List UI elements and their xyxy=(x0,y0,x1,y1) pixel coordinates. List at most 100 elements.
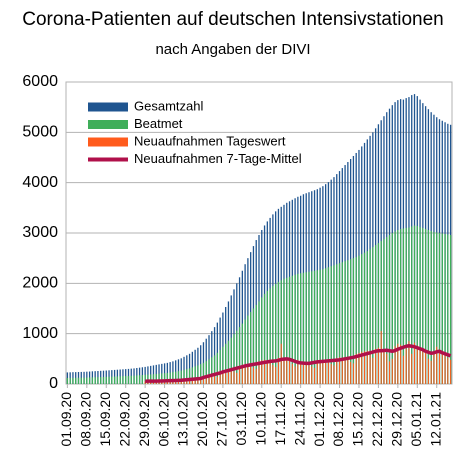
bar xyxy=(425,349,427,384)
bar xyxy=(388,235,391,384)
bar xyxy=(161,373,163,384)
bar xyxy=(308,364,310,384)
bar xyxy=(350,361,352,384)
bar xyxy=(438,233,441,384)
bar xyxy=(300,273,302,384)
bar xyxy=(349,259,352,384)
bar xyxy=(83,377,85,384)
bar xyxy=(239,366,241,384)
bar xyxy=(291,275,293,384)
bar xyxy=(283,278,285,384)
bar xyxy=(277,357,279,384)
bar xyxy=(330,363,332,384)
bar xyxy=(200,377,202,384)
bar xyxy=(230,337,232,384)
bar xyxy=(258,361,260,384)
bar xyxy=(247,315,249,384)
bar xyxy=(244,363,246,384)
bar xyxy=(302,272,305,384)
legend-swatch xyxy=(88,102,128,112)
bar xyxy=(264,359,266,384)
bar xyxy=(297,359,299,384)
bar xyxy=(411,226,413,384)
bar xyxy=(355,353,357,384)
bar xyxy=(447,234,449,384)
bar xyxy=(288,276,291,384)
bar xyxy=(236,372,238,384)
bar xyxy=(233,334,235,384)
bar xyxy=(280,280,282,384)
bar xyxy=(227,340,230,384)
bar xyxy=(422,348,424,384)
bar xyxy=(244,319,246,384)
bar xyxy=(344,261,346,384)
bar xyxy=(211,374,213,384)
bar xyxy=(405,227,407,384)
bar xyxy=(374,245,377,384)
bar xyxy=(450,359,452,384)
bar xyxy=(322,269,324,384)
bar xyxy=(411,353,413,384)
bar xyxy=(391,233,393,384)
y-tick-label: 1000 xyxy=(22,325,58,342)
bar xyxy=(405,348,407,384)
bar xyxy=(300,362,302,384)
bar xyxy=(222,370,224,384)
bar xyxy=(275,366,277,384)
bar xyxy=(269,361,271,384)
bar xyxy=(408,227,410,384)
bar xyxy=(305,272,307,384)
chart-title: Corona-Patienten auf deutschen Intensivs… xyxy=(22,9,443,30)
bar xyxy=(352,258,355,384)
bar xyxy=(280,343,282,384)
y-tick-label: 0 xyxy=(49,375,58,392)
bar xyxy=(86,377,88,384)
bar xyxy=(316,270,318,384)
bar xyxy=(197,379,199,384)
bar xyxy=(241,323,243,384)
bar xyxy=(108,376,110,384)
bar xyxy=(222,346,224,384)
x-tick-label: 15.09.20 xyxy=(97,392,113,447)
bar xyxy=(424,228,427,384)
bar xyxy=(180,370,182,384)
bar xyxy=(197,365,199,384)
bar xyxy=(136,375,138,384)
bar xyxy=(397,229,399,384)
bar xyxy=(216,376,218,384)
bar xyxy=(291,363,293,384)
bar xyxy=(286,277,288,384)
bar xyxy=(344,358,346,384)
bar xyxy=(225,343,227,384)
bar xyxy=(141,375,144,384)
bar xyxy=(377,347,379,384)
bar xyxy=(266,290,268,384)
x-tick-label: 06.10.20 xyxy=(155,392,171,447)
bar xyxy=(305,363,307,384)
bar xyxy=(289,360,291,384)
bar xyxy=(105,376,107,384)
bar xyxy=(144,381,146,384)
bar xyxy=(408,341,410,384)
bar xyxy=(194,366,196,384)
bar xyxy=(186,369,188,384)
x-tick-label: 10.11.20 xyxy=(252,392,268,446)
bar xyxy=(327,267,330,384)
legend-swatch xyxy=(88,137,128,147)
bar xyxy=(116,376,119,384)
bar xyxy=(255,368,257,384)
bar xyxy=(169,372,171,384)
bar xyxy=(163,373,166,384)
x-tick-label: 22.12.20 xyxy=(369,392,385,447)
bar xyxy=(430,360,432,384)
bar xyxy=(91,377,94,384)
bar xyxy=(80,377,82,384)
bar xyxy=(433,231,435,384)
bar xyxy=(166,372,169,384)
y-tick-label: 5000 xyxy=(22,124,58,141)
y-tick-label: 6000 xyxy=(22,73,58,90)
bar xyxy=(241,364,243,384)
bar xyxy=(158,373,160,384)
bar xyxy=(341,357,343,384)
bar xyxy=(172,372,174,384)
